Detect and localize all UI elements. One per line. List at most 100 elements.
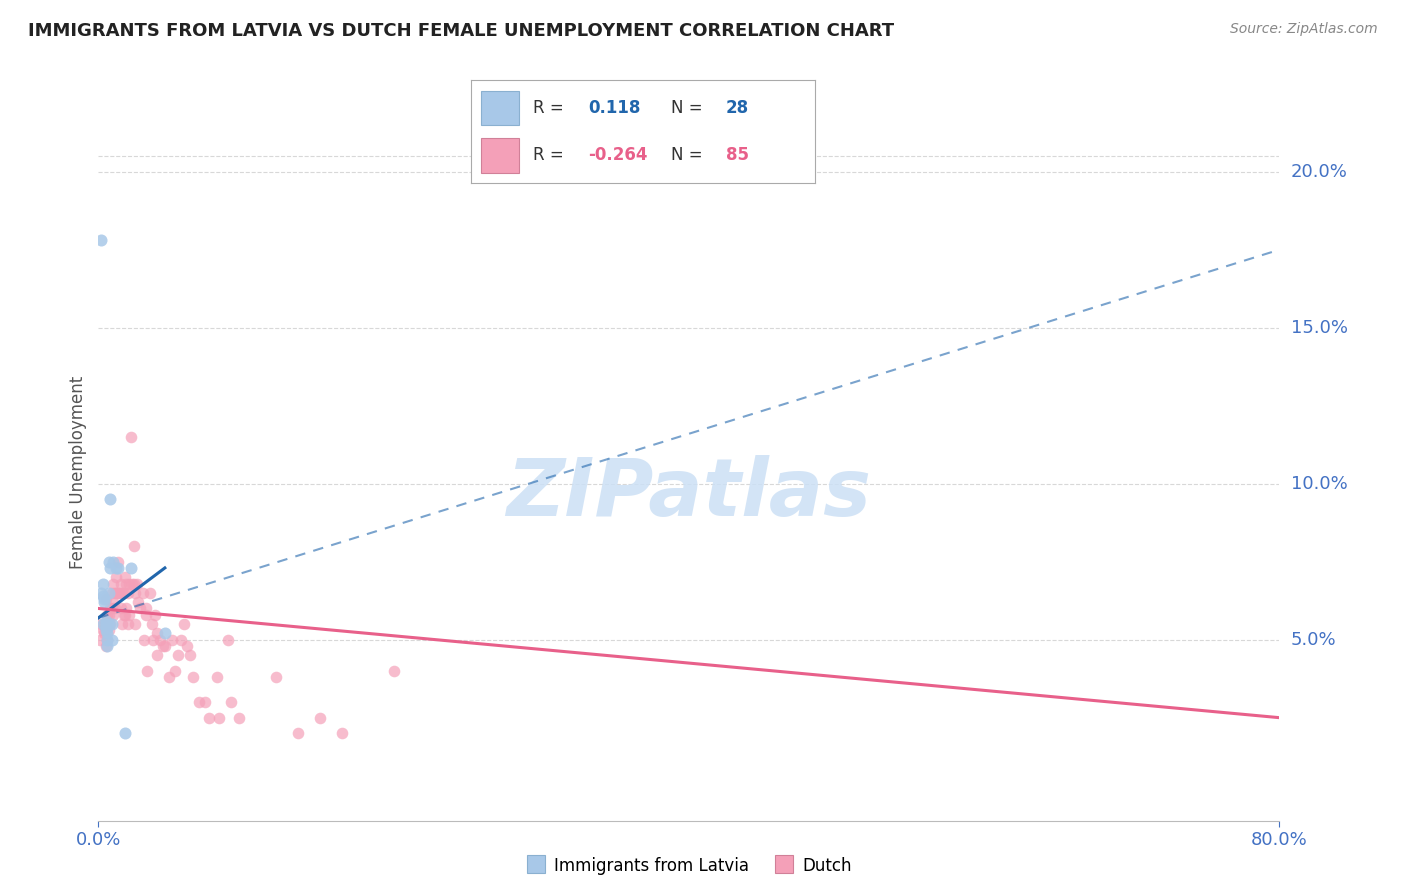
Point <box>90 617 112 632</box>
Point <box>152 639 174 653</box>
Point <box>108 586 131 600</box>
Point <box>105 561 128 575</box>
Point <box>128 601 150 615</box>
Point <box>104 586 127 600</box>
Point <box>100 617 122 632</box>
Point <box>111 586 134 600</box>
Point <box>97 624 120 638</box>
Point <box>219 695 242 709</box>
Point <box>127 595 149 609</box>
Point <box>198 711 221 725</box>
Point <box>94 620 117 634</box>
Point <box>90 233 112 247</box>
Point <box>97 586 120 600</box>
Point <box>194 695 217 709</box>
Point <box>228 711 250 725</box>
Point <box>125 576 148 591</box>
Point <box>93 617 115 632</box>
Point <box>103 555 125 569</box>
Text: ZIPatlas: ZIPatlas <box>506 455 872 533</box>
FancyBboxPatch shape <box>481 137 519 173</box>
Point <box>118 607 141 622</box>
Point <box>122 576 145 591</box>
Point <box>173 617 195 632</box>
Point <box>93 626 115 640</box>
Point <box>105 570 128 584</box>
Point <box>98 492 121 507</box>
Text: 0.118: 0.118 <box>588 99 641 117</box>
Point <box>170 632 193 647</box>
Point <box>112 607 135 622</box>
Point <box>100 632 122 647</box>
Point <box>120 430 142 444</box>
Point <box>120 561 142 575</box>
Point <box>107 561 129 575</box>
Point <box>135 607 157 622</box>
Point <box>309 711 332 725</box>
Point <box>142 632 165 647</box>
Point <box>96 632 118 647</box>
Point <box>264 670 287 684</box>
Point <box>122 539 145 553</box>
Point <box>111 617 134 632</box>
Point <box>134 632 156 647</box>
Point <box>114 570 136 584</box>
Point <box>94 614 117 628</box>
Point <box>97 607 120 622</box>
Text: -0.264: -0.264 <box>588 146 648 164</box>
Point <box>98 617 121 632</box>
Point <box>97 617 120 632</box>
Point <box>162 632 183 647</box>
Point <box>124 586 146 600</box>
Text: R =: R = <box>533 99 564 117</box>
Text: 85: 85 <box>725 146 749 164</box>
Point <box>187 695 209 709</box>
Point <box>136 664 159 678</box>
Text: 10.0%: 10.0% <box>1291 475 1347 492</box>
Text: 5.0%: 5.0% <box>1291 631 1336 648</box>
Text: N =: N = <box>671 99 703 117</box>
Point <box>97 555 120 569</box>
Point <box>157 670 180 684</box>
Point <box>94 617 117 632</box>
Text: IMMIGRANTS FROM LATVIA VS DUTCH FEMALE UNEMPLOYMENT CORRELATION CHART: IMMIGRANTS FROM LATVIA VS DUTCH FEMALE U… <box>28 22 894 40</box>
Point <box>153 626 176 640</box>
Text: 20.0%: 20.0% <box>1291 162 1347 181</box>
Point <box>115 601 138 615</box>
Point <box>121 576 143 591</box>
Text: N =: N = <box>671 146 703 164</box>
Point <box>287 726 309 740</box>
Point <box>100 586 122 600</box>
Point <box>139 586 162 600</box>
Point <box>94 639 117 653</box>
Point <box>149 632 172 647</box>
Point <box>89 632 111 647</box>
Y-axis label: Female Unemployment: Female Unemployment <box>69 376 87 569</box>
Point <box>330 726 353 740</box>
Legend: Immigrants from Latvia, Dutch: Immigrants from Latvia, Dutch <box>519 850 859 882</box>
Point <box>124 617 146 632</box>
Point <box>98 561 121 575</box>
Point <box>153 639 176 653</box>
Point <box>93 595 115 609</box>
Point <box>205 670 228 684</box>
Point <box>118 576 141 591</box>
Text: 28: 28 <box>725 99 749 117</box>
Point <box>165 664 187 678</box>
Point <box>176 639 198 653</box>
Point <box>117 617 139 632</box>
Point <box>114 726 136 740</box>
Point <box>179 648 201 663</box>
Point <box>96 607 118 622</box>
Point <box>96 626 118 640</box>
Point <box>91 617 114 632</box>
Point <box>90 586 112 600</box>
Point <box>107 555 129 569</box>
Point <box>93 592 115 607</box>
Point <box>98 601 121 615</box>
Point <box>104 601 127 615</box>
Point <box>117 586 139 600</box>
Point <box>105 586 128 600</box>
Point <box>181 670 204 684</box>
Point <box>115 576 138 591</box>
